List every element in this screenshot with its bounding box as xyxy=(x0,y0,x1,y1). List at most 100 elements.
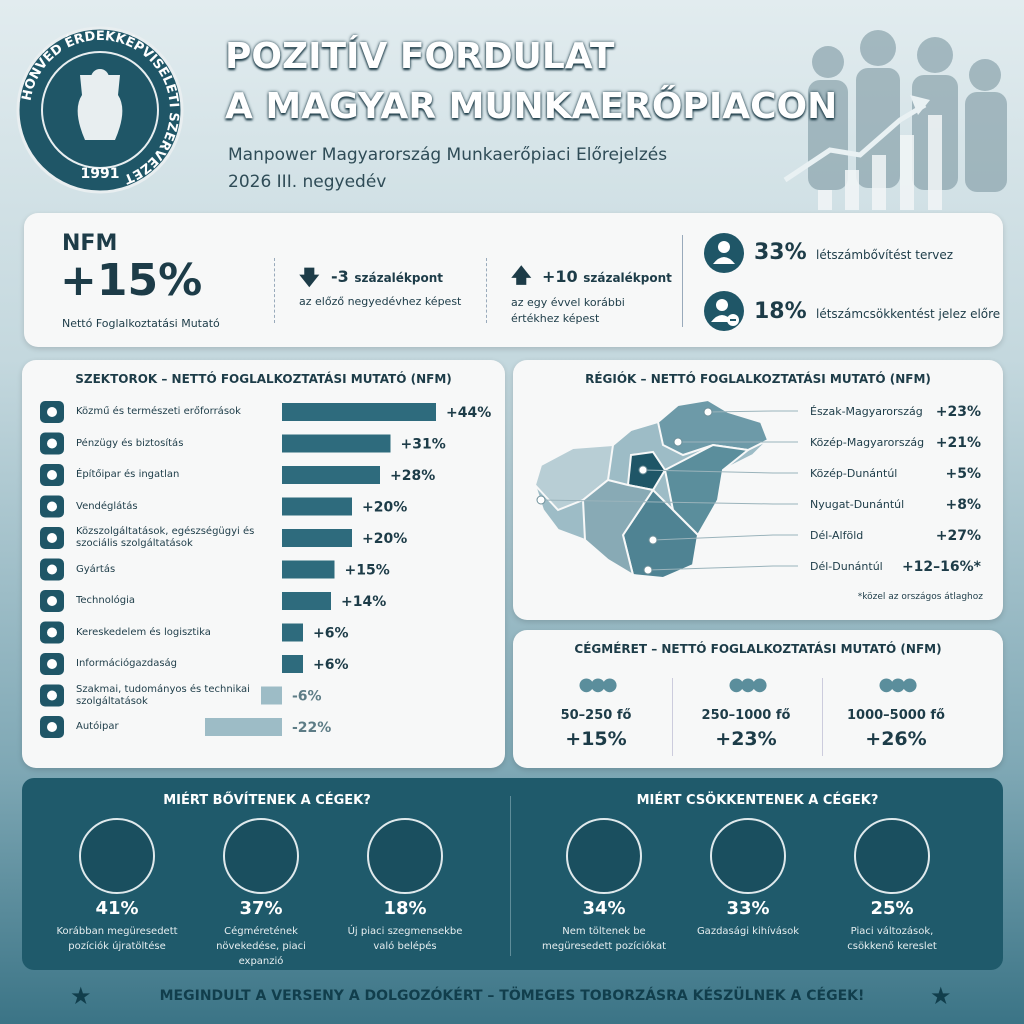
sector-icon-glyph xyxy=(47,627,57,638)
region-dot xyxy=(648,535,658,545)
region-value: +27% xyxy=(936,528,981,544)
bar xyxy=(282,592,331,610)
bar xyxy=(261,686,282,705)
kpi-card: NFM +15% Nettó Foglalkoztatási Mutató 🡇 … xyxy=(24,213,1003,347)
year-change: +10 százalékpont xyxy=(542,267,672,286)
title-line: A MAGYAR MUNKAERŐPIACON xyxy=(225,86,838,127)
sector-card: SZEKTOROK – NETTÓ FOGLALKOZTATÁSI MUTATÓ… xyxy=(22,360,505,768)
sector-label-box: Építőipar és ingatlan xyxy=(76,469,180,480)
bar xyxy=(205,718,282,736)
sector-label-box: Pénzügy és biztosítás xyxy=(76,438,183,449)
value-label: +44% xyxy=(446,405,491,421)
sector-label: Közmű és természeti erőforrások xyxy=(76,406,241,417)
leader-line xyxy=(540,499,798,505)
sector-label-box: Információgazdaság xyxy=(76,658,178,669)
sector-label-box: Technológia xyxy=(76,595,136,606)
value-label: +20% xyxy=(362,500,407,516)
reason-text: Gazdasági kihívások xyxy=(696,926,800,937)
leader-line xyxy=(652,534,798,541)
sector-icon-glyph xyxy=(47,596,57,606)
reason-value: 25% xyxy=(870,898,914,919)
bar xyxy=(282,434,391,453)
nfm-caption: Nettó Foglalkoztatási Mutató xyxy=(62,317,220,330)
sector-label: Gyártás xyxy=(76,563,116,575)
sector-label: Szakmai, tudományos és technikai szolgál… xyxy=(76,683,250,707)
company-value: +23% xyxy=(715,728,777,750)
region-name: Észak-Magyarország xyxy=(810,405,923,418)
people-icon: ●●● xyxy=(878,674,917,695)
sector-label: Közszolgáltatások, egészségügyi és szoci… xyxy=(76,526,255,549)
reason-icon xyxy=(223,818,299,894)
region-dot xyxy=(643,565,653,575)
sector-label: Építőipar és ingatlan xyxy=(76,469,180,480)
value-label: +20% xyxy=(362,531,407,547)
people-icon: ●●● xyxy=(728,674,767,695)
arrow-up: 🡅 xyxy=(511,263,532,287)
header-graphics xyxy=(16,26,1007,210)
sector-label: Információgazdaság xyxy=(76,658,178,669)
company-title: CÉGMÉRET – NETTÓ FOGLALKOZTATÁSI MUTATÓ … xyxy=(574,642,942,656)
divider xyxy=(822,678,823,756)
sector-label-box: Szakmai, tudományos és technikai szolgál… xyxy=(76,683,250,707)
sector-label: Technológia xyxy=(76,595,136,606)
reason-value: 34% xyxy=(582,898,626,919)
hire-value: 33% xyxy=(754,240,807,265)
reason-value: 33% xyxy=(726,898,770,919)
logo-text: HONVÉD ÉRDEKKÉPVISELETI SZERVEZET xyxy=(20,29,182,186)
leader-line xyxy=(707,410,798,413)
value-label: +28% xyxy=(390,468,435,484)
company-size: 50–250 fő xyxy=(560,708,632,723)
sector-icon-glyph xyxy=(47,501,57,512)
sector-chart: Közmű és természeti erőforrások +44% Pénzü… xyxy=(40,401,491,738)
reason-icon xyxy=(79,818,155,894)
company-size: 1000–5000 fő xyxy=(847,708,945,723)
star: ★ xyxy=(930,982,952,1010)
shrink-title: MIÉRT CSÖKKENTENEK A CÉGEK? xyxy=(636,793,879,808)
region-name: Közép-Dunántúl xyxy=(810,467,897,480)
reasons-panel: MIÉRT BŐVÍTENEK A CÉGEK? MIÉRT CSÖKKENTE… xyxy=(22,778,1003,970)
reason-icon xyxy=(367,818,443,894)
reason-text: Új piaci szegmensekbe való belépés xyxy=(347,926,463,952)
reason-text: Nem töltenek be megüresedett pozíciókat xyxy=(541,926,667,952)
nfm-label: NFM xyxy=(62,231,118,256)
quarter-unit: százalékpont xyxy=(354,271,444,285)
divider xyxy=(682,235,683,327)
nfm-value: +15% xyxy=(60,255,203,306)
reason-icon xyxy=(566,818,642,894)
reason-value: 37% xyxy=(239,898,283,919)
reason-text: Cégméretének növekedése, piaci expanzió xyxy=(216,926,306,967)
sector-label: Vendéglátás xyxy=(76,500,138,512)
people-icon: ●●● xyxy=(578,674,617,695)
kpi-icons xyxy=(704,233,744,331)
year-caption: az egy évvel korábbi értékhez képest xyxy=(511,296,625,325)
sector-icon-glyph xyxy=(47,564,57,575)
arrow-down: 🡇 xyxy=(299,265,320,289)
bar xyxy=(282,655,303,673)
sector-label-box: Vendéglátás xyxy=(76,500,138,512)
grow-title: MIÉRT BŐVÍTENEK A CÉGEK? xyxy=(163,793,371,808)
value-label: -6% xyxy=(292,689,322,705)
leader-line xyxy=(642,469,798,474)
region-name: Dél-Dunántúl xyxy=(810,560,883,573)
sector-icon-glyph xyxy=(47,722,57,732)
title: POZITÍV FORDULAT A MAGYAR MUNKAERŐPIACON xyxy=(225,32,837,132)
reason-value: 18% xyxy=(383,898,427,919)
bar xyxy=(282,529,352,547)
star: ★ xyxy=(70,982,92,1010)
reason-icon xyxy=(854,818,930,894)
value-label: -22% xyxy=(292,720,331,736)
sector-label: Autóipar xyxy=(76,721,119,732)
sector-label-box: Kereskedelem és logisztika xyxy=(76,627,211,638)
company-value: +15% xyxy=(565,728,627,750)
sector-icon-glyph xyxy=(47,438,57,449)
sector-label-box: Közmű és természeti erőforrások xyxy=(76,406,241,417)
region-dot xyxy=(673,437,683,447)
year-unit: százalékpont xyxy=(583,271,672,285)
sector-icon-glyph xyxy=(47,533,57,543)
divider xyxy=(672,678,673,756)
bar xyxy=(282,403,436,421)
subtitle: Manpower Magyarország Munkaerőpiaci Előr… xyxy=(228,142,667,196)
divider xyxy=(510,796,511,956)
cut-value: 18% xyxy=(754,299,807,324)
region-value: +23% xyxy=(936,404,981,420)
